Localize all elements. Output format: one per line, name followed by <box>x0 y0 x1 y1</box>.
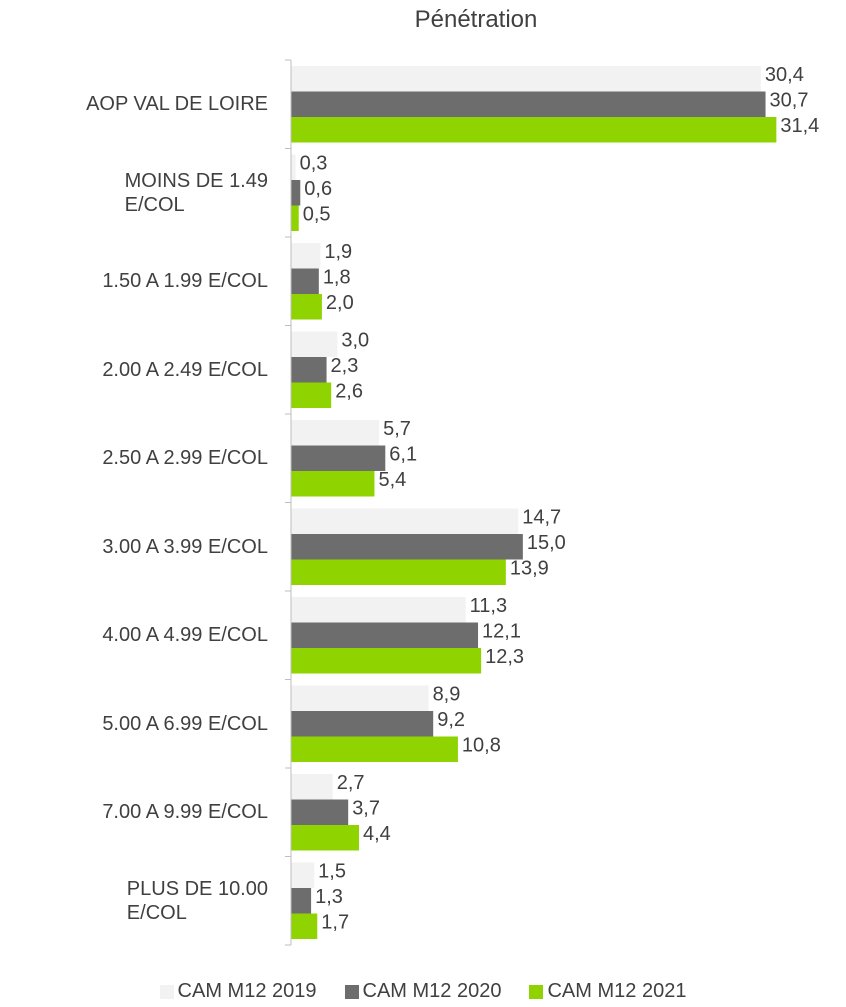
data-label: 31,4 <box>780 115 819 137</box>
data-label: 3,0 <box>341 330 369 352</box>
data-label: 0,6 <box>304 178 332 200</box>
bar <box>291 711 434 737</box>
data-label: 9,2 <box>437 709 465 731</box>
y-tick-label: 1.50 A 1.99 E/COL <box>102 270 268 293</box>
bar <box>291 357 327 383</box>
data-label: 30,4 <box>765 64 804 86</box>
legend-label: CAM M12 2020 <box>362 980 502 1002</box>
bar <box>291 66 761 92</box>
data-label: 0,3 <box>300 153 328 175</box>
bar <box>291 331 338 357</box>
bar <box>291 268 319 294</box>
data-label: 30,7 <box>770 90 809 112</box>
data-label: 5,7 <box>383 418 411 440</box>
data-label: 2,7 <box>337 772 365 794</box>
bar <box>291 471 375 497</box>
data-label: 12,3 <box>485 646 524 668</box>
bar <box>291 597 466 623</box>
data-label: 2,0 <box>326 292 354 314</box>
legend: CAM M12 2019 CAM M12 2020 CAM M12 2021 <box>0 980 846 1003</box>
bar <box>291 774 333 800</box>
legend-item: CAM M12 2020 <box>344 980 502 1003</box>
bar <box>291 622 479 648</box>
y-tick-label: MOINS DE 1.49 E/COL <box>124 169 268 216</box>
bar <box>291 294 322 320</box>
bar <box>291 91 766 117</box>
bar <box>291 445 386 471</box>
legend-item: CAM M12 2021 <box>529 980 686 1003</box>
bar <box>291 648 482 674</box>
y-tick-label: 3.00 A 3.99 E/COL <box>102 535 268 558</box>
bar <box>291 825 360 851</box>
bar <box>291 736 458 762</box>
legend-swatch <box>344 984 359 999</box>
bar <box>291 559 506 585</box>
y-tick-label: AOP VAL DE LOIRE <box>86 93 268 116</box>
legend-swatch <box>529 984 544 999</box>
y-tick-label: 5.00 A 6.99 E/COL <box>102 712 268 735</box>
data-label: 10,8 <box>462 735 501 757</box>
data-label: 2,6 <box>335 381 363 403</box>
data-label: 1,8 <box>323 267 351 289</box>
bar <box>291 799 349 825</box>
data-label: 2,3 <box>331 355 359 377</box>
data-label: 15,0 <box>527 532 566 554</box>
legend-label: CAM M12 2021 <box>547 980 687 1002</box>
legend-label: CAM M12 2019 <box>177 980 317 1002</box>
data-label: 13,9 <box>510 558 549 580</box>
bar <box>291 420 380 446</box>
bar <box>291 862 315 888</box>
bar <box>291 382 332 408</box>
y-tick-label: 7.00 A 9.99 E/COL <box>102 801 268 824</box>
data-label: 12,1 <box>482 621 521 643</box>
data-label: 0,5 <box>303 204 331 226</box>
data-label: 6,1 <box>389 444 417 466</box>
data-label: 11,3 <box>470 595 507 617</box>
bar <box>291 888 312 914</box>
data-label: 1,3 <box>315 886 343 908</box>
bar <box>291 534 523 560</box>
data-label: 1,5 <box>318 861 346 883</box>
data-label: 3,7 <box>352 798 380 820</box>
legend-item: CAM M12 2019 <box>159 980 317 1003</box>
data-label: 8,9 <box>433 684 461 706</box>
chart-title: Pénétration <box>414 6 538 33</box>
bar <box>291 243 321 269</box>
y-tick-label: 2.00 A 2.49 E/COL <box>102 358 268 381</box>
y-tick-label: 2.50 A 2.99 E/COL <box>102 447 268 470</box>
y-tick-label: PLUS DE 10.00 E/COL <box>126 877 268 924</box>
data-label: 1,7 <box>321 912 349 934</box>
bar <box>291 685 429 711</box>
data-label: 14,7 <box>522 507 561 529</box>
data-label: 4,4 <box>363 823 391 845</box>
legend-swatch <box>159 984 174 999</box>
bar <box>291 508 519 534</box>
bar <box>291 154 296 180</box>
data-label: 5,4 <box>378 469 406 491</box>
y-tick-label: 4.00 A 4.99 E/COL <box>102 624 268 647</box>
bar <box>291 205 299 231</box>
data-label: 1,9 <box>324 241 352 263</box>
bar <box>291 913 318 939</box>
bar <box>291 117 777 143</box>
bar <box>291 180 301 206</box>
